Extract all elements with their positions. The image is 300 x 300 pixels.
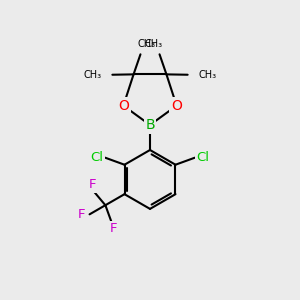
Text: O: O	[118, 99, 129, 112]
Text: Cl: Cl	[196, 151, 210, 164]
Text: CH₃: CH₃	[138, 39, 156, 49]
Text: F: F	[88, 178, 96, 191]
Text: F: F	[78, 208, 85, 221]
Text: CH₃: CH₃	[199, 70, 217, 80]
Text: F: F	[109, 222, 117, 235]
Text: CH₃: CH₃	[83, 70, 101, 80]
Text: Cl: Cl	[90, 151, 104, 164]
Text: B: B	[145, 118, 155, 132]
Text: CH₃: CH₃	[144, 39, 162, 49]
Text: O: O	[171, 99, 182, 112]
